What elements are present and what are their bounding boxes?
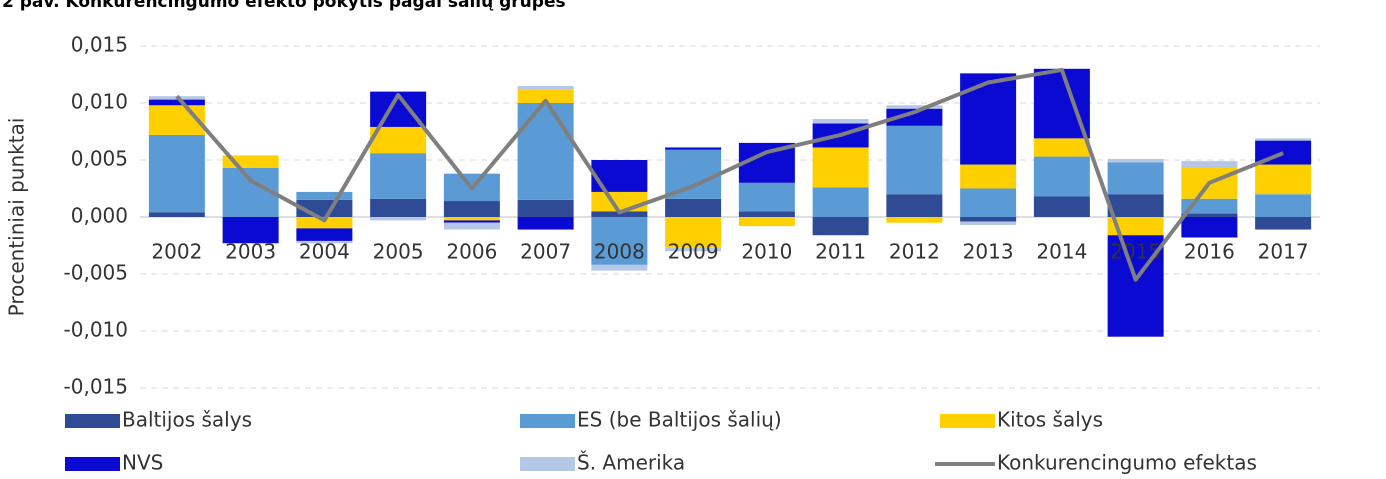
x-tick-label: 2017 bbox=[1258, 240, 1309, 264]
bar-segment bbox=[1255, 194, 1312, 217]
bar-segment bbox=[443, 220, 500, 223]
bar-segment bbox=[960, 221, 1017, 225]
bar-segment bbox=[1033, 196, 1090, 217]
x-tick-label: 2003 bbox=[225, 240, 276, 264]
bar-segment bbox=[960, 164, 1017, 189]
bar-segment bbox=[517, 89, 574, 103]
legend-label: Konkurencingumo efektas bbox=[997, 451, 1257, 475]
legend-swatch bbox=[520, 414, 575, 428]
bar-segment bbox=[812, 187, 869, 217]
legend-label: Baltijos šalys bbox=[122, 408, 252, 432]
bar-segment bbox=[1033, 156, 1090, 197]
bar-segment bbox=[886, 194, 943, 217]
bar-segment bbox=[665, 149, 722, 199]
y-tick-label: -0,010 bbox=[64, 318, 128, 342]
x-tick-label: 2016 bbox=[1184, 240, 1235, 264]
bar-segment bbox=[517, 103, 574, 200]
bar-segment bbox=[517, 217, 574, 230]
bar-segment bbox=[1255, 164, 1312, 195]
y-tick-label: -0,015 bbox=[64, 375, 128, 399]
bar-segment bbox=[296, 228, 353, 241]
legend-label: Š. Amerika bbox=[577, 451, 685, 475]
x-tick-label: 2013 bbox=[963, 240, 1014, 264]
bar-segment bbox=[370, 153, 427, 199]
bar-segment bbox=[665, 147, 722, 150]
x-tick-label: 2004 bbox=[299, 240, 350, 264]
y-tick-label: -0,005 bbox=[64, 261, 128, 285]
bar-segment bbox=[296, 217, 353, 229]
bar-segment bbox=[738, 211, 795, 217]
legend-label: Kitos šalys bbox=[997, 408, 1103, 432]
bar-segment bbox=[443, 217, 500, 221]
bar-segment bbox=[960, 73, 1017, 165]
x-tick-label: 2002 bbox=[151, 240, 202, 264]
bar-segment bbox=[591, 264, 648, 271]
bar-segment bbox=[1033, 138, 1090, 157]
bar-segment bbox=[148, 134, 205, 213]
bar-segment bbox=[738, 217, 795, 227]
bar-segment bbox=[1107, 217, 1164, 236]
bar-segment bbox=[1107, 162, 1164, 195]
bar-segment bbox=[591, 191, 648, 212]
bar-segment bbox=[886, 105, 943, 109]
legend-swatch bbox=[520, 457, 575, 471]
bar-segment bbox=[296, 191, 353, 200]
bar-segment bbox=[517, 85, 574, 90]
legend-swatch bbox=[65, 414, 120, 428]
x-tick-label: 2014 bbox=[1036, 240, 1087, 264]
legend-label: NVS bbox=[122, 451, 163, 475]
bar-segment bbox=[1181, 217, 1238, 238]
bar-segment bbox=[886, 108, 943, 126]
bar-segment bbox=[148, 99, 205, 106]
bar-segment bbox=[812, 118, 869, 124]
bar-segment bbox=[148, 212, 205, 217]
bar-segment bbox=[1255, 217, 1312, 230]
y-tick-label: 0,015 bbox=[71, 33, 128, 57]
bar-segment bbox=[1107, 158, 1164, 163]
y-axis-title: Procentiniai punktai bbox=[5, 118, 29, 317]
bar-segment bbox=[665, 217, 722, 248]
bar-segment bbox=[665, 198, 722, 217]
bar-segment bbox=[886, 125, 943, 195]
legend-swatch bbox=[940, 414, 995, 428]
x-tick-label: 2010 bbox=[741, 240, 792, 264]
bar-segment bbox=[812, 147, 869, 188]
bar-segment bbox=[1255, 138, 1312, 141]
bar-segment bbox=[886, 217, 943, 223]
x-tick-label: 2006 bbox=[446, 240, 497, 264]
bar-segment bbox=[960, 217, 1017, 222]
bar-segment bbox=[960, 188, 1017, 217]
legend-swatch bbox=[65, 457, 120, 471]
bar-segment bbox=[738, 182, 795, 212]
bar-segment bbox=[1181, 213, 1238, 217]
x-tick-label: 2007 bbox=[520, 240, 571, 264]
bar-segment bbox=[370, 198, 427, 217]
x-tick-label: 2012 bbox=[889, 240, 940, 264]
x-tick-label: 2015 bbox=[1110, 240, 1161, 264]
x-tick-label: 2005 bbox=[373, 240, 424, 264]
bar-segment bbox=[370, 217, 427, 221]
bar-segment bbox=[812, 217, 869, 236]
y-tick-label: 0,000 bbox=[71, 204, 128, 228]
bar-segment bbox=[443, 201, 500, 217]
bar-segment bbox=[222, 217, 279, 244]
x-tick-label: 2008 bbox=[594, 240, 645, 264]
bar-segment bbox=[665, 247, 722, 252]
bar-segment bbox=[591, 217, 648, 265]
bar-segment bbox=[370, 126, 427, 154]
x-tick-label: 2009 bbox=[668, 240, 719, 264]
legend-label: ES (be Baltijos šalių) bbox=[577, 408, 782, 432]
bar-segment bbox=[591, 160, 648, 192]
x-tick-label: 2011 bbox=[815, 240, 866, 264]
chart-title: 2 pav. Konkurencingumo efekto pokytis pa… bbox=[2, 0, 566, 12]
bar-segment bbox=[296, 240, 353, 244]
line bbox=[175, 67, 1284, 282]
bar-segment bbox=[1107, 194, 1164, 217]
y-tick-label: 0,010 bbox=[71, 90, 128, 114]
bar-segment bbox=[1181, 161, 1238, 168]
bar-segment bbox=[517, 199, 574, 217]
bar-segment bbox=[443, 222, 500, 230]
y-tick-label: 0,005 bbox=[71, 147, 128, 171]
